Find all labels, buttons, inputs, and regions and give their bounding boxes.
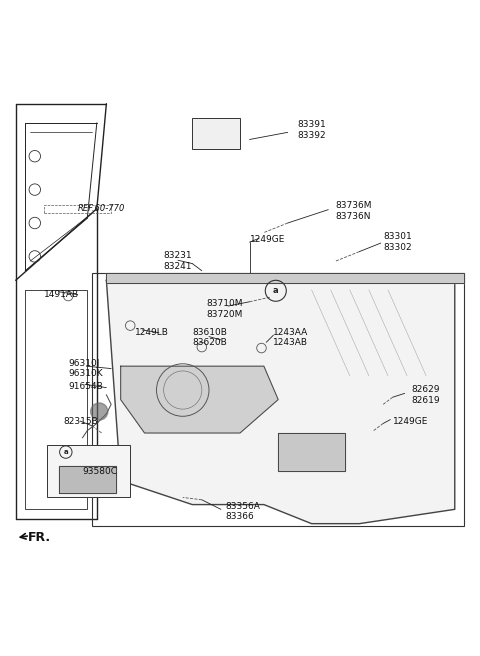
Text: 83301
83302: 83301 83302 xyxy=(383,232,412,252)
Polygon shape xyxy=(120,366,278,433)
Bar xyxy=(47,445,130,497)
Text: FR.: FR. xyxy=(28,531,51,544)
Text: 1243AA
1243AB: 1243AA 1243AB xyxy=(274,328,309,347)
Text: 82315B: 82315B xyxy=(63,417,98,426)
Polygon shape xyxy=(107,280,455,523)
Text: 83736M
83736N: 83736M 83736N xyxy=(336,201,372,221)
Text: 93580C: 93580C xyxy=(83,466,118,476)
Text: 83610B
83620B: 83610B 83620B xyxy=(192,328,227,347)
Text: 82629
82619: 82629 82619 xyxy=(412,385,441,405)
Bar xyxy=(44,205,111,213)
Circle shape xyxy=(91,403,108,420)
Bar xyxy=(92,273,464,526)
Text: 1249LB: 1249LB xyxy=(135,328,169,337)
Polygon shape xyxy=(107,273,464,283)
Text: 1249GE: 1249GE xyxy=(250,236,285,244)
Polygon shape xyxy=(59,466,116,493)
Bar xyxy=(192,118,240,149)
Text: 83391
83392: 83391 83392 xyxy=(297,120,326,140)
Text: a: a xyxy=(63,449,68,455)
Text: 1249GE: 1249GE xyxy=(393,417,428,426)
Text: 91654B: 91654B xyxy=(68,382,103,391)
Text: 1491AB: 1491AB xyxy=(44,290,80,299)
Text: 83356A
83366: 83356A 83366 xyxy=(226,502,261,522)
Polygon shape xyxy=(278,433,345,471)
Text: REF.60-770: REF.60-770 xyxy=(78,204,125,213)
Text: 96310J
96310K: 96310J 96310K xyxy=(68,359,103,379)
Text: 83710M
83720M: 83710M 83720M xyxy=(206,299,243,319)
Text: 83231
83241: 83231 83241 xyxy=(164,251,192,271)
Text: a: a xyxy=(273,286,278,295)
